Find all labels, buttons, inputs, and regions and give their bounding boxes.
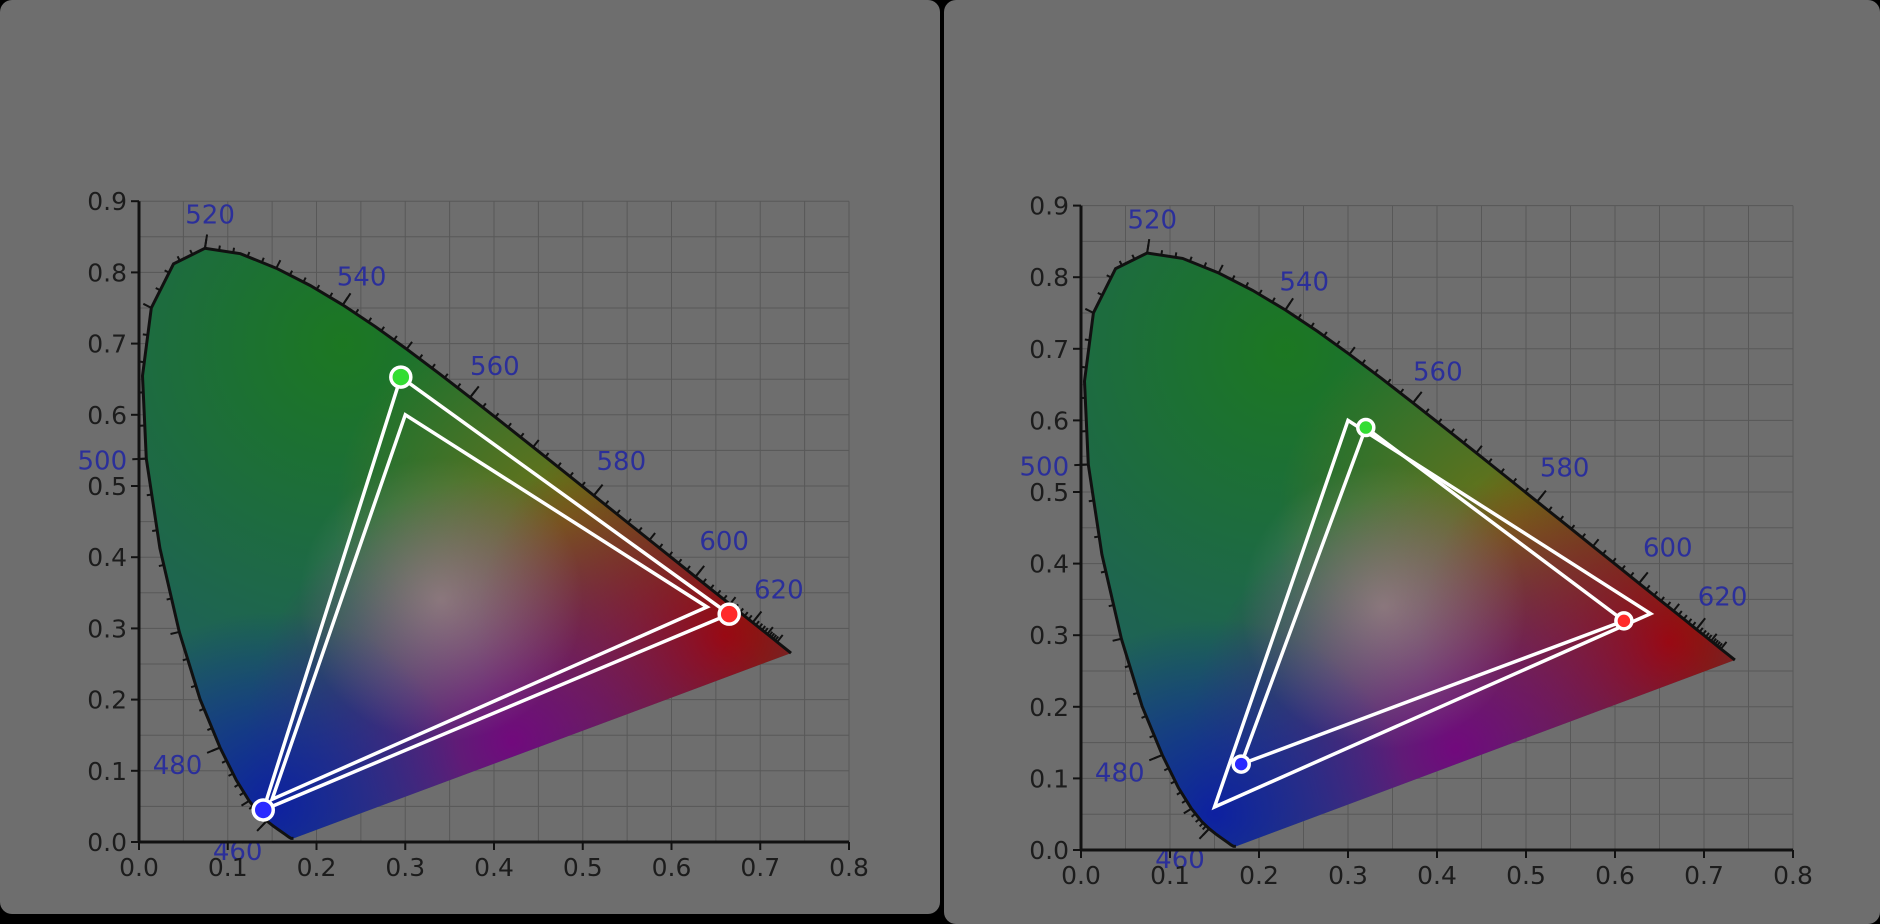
primary-marker-2 <box>1356 417 1376 438</box>
y-tick-label: 0.3 <box>87 614 127 643</box>
wavelength-label-560: 560 <box>470 352 520 382</box>
primary-marker-1 <box>1614 611 1634 631</box>
wavelength-label-520: 520 <box>1127 205 1177 235</box>
y-tick-label: 0.6 <box>87 401 127 430</box>
wavelength-label-500: 500 <box>78 447 128 477</box>
x-tick-label: 0.2 <box>297 853 337 882</box>
wavelength-label-520: 520 <box>185 201 235 231</box>
wavelength-label-560: 560 <box>1413 357 1463 387</box>
y-tick-label: 0.2 <box>1029 693 1069 722</box>
x-tick-label: 0.6 <box>1595 861 1635 890</box>
gamut-triangle-1 <box>269 412 711 803</box>
wavelength-label-480: 480 <box>1095 759 1145 789</box>
y-tick-label: 0.1 <box>1029 764 1069 793</box>
axes <box>1073 204 1794 858</box>
primary-marker-1 <box>717 602 741 626</box>
primary-marker-3 <box>251 798 275 822</box>
x-tick-label: 0.6 <box>652 853 692 882</box>
wavelength-label-600: 600 <box>1643 533 1693 563</box>
x-tick-label: 0.3 <box>385 853 425 882</box>
y-tick-label: 0.8 <box>87 258 127 287</box>
locus-ticks <box>1074 239 1728 840</box>
y-tick-label: 0.9 <box>87 187 127 216</box>
wavelength-label-620: 620 <box>1698 582 1748 612</box>
x-tick-label: 0.4 <box>1417 861 1457 890</box>
y-tick-label: 0.1 <box>87 757 127 786</box>
wavelength-label-480: 480 <box>153 751 203 781</box>
axes <box>131 200 850 850</box>
x-tick-label: 0.8 <box>1773 861 1813 890</box>
x-tick-label: 0.2 <box>1239 861 1279 890</box>
y-tick-label: 0.8 <box>1029 263 1069 292</box>
locus-ticks <box>132 234 784 832</box>
y-tick-label: 0.4 <box>87 543 127 572</box>
y-tick-label: 0.0 <box>87 828 127 857</box>
x-tick-label: 0.5 <box>1506 861 1546 890</box>
y-tick-label: 0.7 <box>87 330 127 359</box>
y-tick-label: 0.3 <box>1029 621 1069 650</box>
y-tick-label: 0.2 <box>87 686 127 715</box>
wavelength-label-620: 620 <box>754 576 804 606</box>
spectral-locus <box>1082 251 1736 848</box>
y-tick-label: 0.7 <box>1029 335 1069 364</box>
gamut-triangle-2 <box>260 374 733 814</box>
primary-marker-2 <box>389 365 413 389</box>
x-tick-label: 0.1 <box>208 853 248 882</box>
cie-chart-left: 460 480 500 520 540 560 580 600 620 0.0 0.1 0.2 0.3 0… <box>0 0 940 914</box>
x-tick-label: 0.7 <box>740 853 780 882</box>
wavelength-label-580: 580 <box>597 447 647 477</box>
wavelength-label-540: 540 <box>337 263 387 293</box>
wavelength-label-540: 540 <box>1279 268 1329 298</box>
wavelength-label-500: 500 <box>1020 453 1070 483</box>
x-tick-label: 0.8 <box>829 853 869 882</box>
gamut-triangle-2 <box>1238 424 1628 768</box>
y-tick-label: 0.5 <box>87 472 127 501</box>
x-tick-label: 0.0 <box>1061 861 1101 890</box>
y-tick-label: 0.4 <box>1029 550 1069 579</box>
primary-marker-3 <box>1231 754 1251 774</box>
y-tick-label: 0.6 <box>1029 406 1069 435</box>
x-tick-label: 0.5 <box>563 853 603 882</box>
x-tick-label: 0.0 <box>119 853 159 882</box>
cie-chart-right: 460 480 500 520 540 560 580 600 620 0.0 0.1 0.2 0.3 0… <box>944 0 1880 924</box>
y-tick-label: 0.9 <box>1029 192 1069 221</box>
x-tick-label: 0.7 <box>1684 861 1724 890</box>
y-tick-label: 0.5 <box>1029 478 1069 507</box>
x-tick-label: 0.3 <box>1328 861 1368 890</box>
wavelength-label-580: 580 <box>1540 453 1590 483</box>
wavelength-label-600: 600 <box>699 527 749 557</box>
x-tick-label: 0.1 <box>1150 861 1190 890</box>
x-tick-label: 0.4 <box>474 853 514 882</box>
gamut-triangle-1 <box>1211 417 1655 811</box>
y-tick-label: 0.0 <box>1029 836 1069 865</box>
